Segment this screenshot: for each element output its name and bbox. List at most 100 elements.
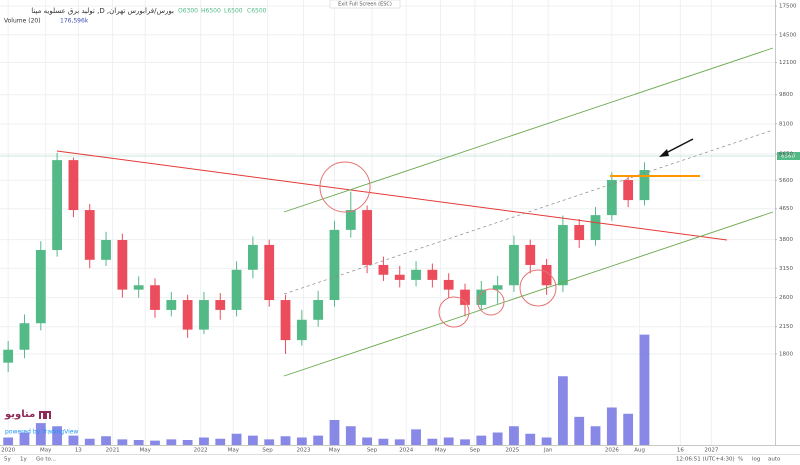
volume-layer: [3, 334, 650, 445]
x-tick-label: 13: [75, 448, 82, 454]
x-tick-label: 2026: [605, 448, 619, 454]
volume-bar: [411, 429, 421, 445]
candle-body: [639, 170, 650, 201]
arrow[interactable]: [663, 138, 694, 155]
auto-toggle[interactable]: auto: [768, 457, 781, 463]
candle-body: [68, 160, 79, 211]
circle-mark[interactable]: [319, 161, 371, 213]
candle-body: [443, 279, 454, 290]
x-tick-label: Sep: [367, 448, 378, 454]
candle-body: [101, 240, 111, 260]
volume-bar: [264, 439, 275, 445]
candle-body: [215, 300, 226, 310]
x-tick-label: May: [435, 448, 447, 454]
candle-body: [84, 210, 95, 260]
volume-bar: [362, 437, 372, 445]
candle-body: [345, 210, 356, 230]
y-tick-label: 3800: [779, 237, 793, 243]
volume-bar: [509, 426, 519, 445]
volume-bar: [427, 438, 438, 445]
logo: متاویو: [4, 409, 35, 420]
candle-body: [394, 274, 405, 280]
y-tick-label: 3150: [779, 266, 793, 272]
x-tick-label: May: [140, 448, 152, 454]
volume-bar: [101, 436, 111, 445]
volume-bar: [52, 426, 62, 445]
volume-bar: [166, 439, 177, 445]
candle-body: [199, 300, 209, 330]
candle-body: [150, 285, 160, 310]
y-tick-label: 6650: [779, 152, 793, 158]
exit-label[interactable]: Exit Full Screen (ESC): [338, 2, 392, 8]
x-tick-label: Sep: [262, 448, 273, 454]
volume-bar: [606, 407, 617, 445]
exit-button[interactable]: [329, 0, 401, 9]
volume-title: Volume (20): [4, 18, 41, 25]
y-tick-label: 8100: [779, 121, 793, 127]
volume-bar: [280, 436, 291, 445]
candle-body: [509, 244, 519, 286]
candle-body: [525, 244, 536, 265]
volume-bar: [574, 416, 585, 445]
volume-bar: [248, 435, 258, 445]
candle-body: [476, 289, 487, 305]
percent-toggle[interactable]: %: [738, 457, 743, 463]
y-tick-label: 9800: [779, 92, 793, 98]
volume-bar: [215, 438, 226, 445]
trend-line[interactable]: [56, 150, 728, 241]
x-tick-label: 2021: [106, 448, 120, 454]
price-tag: 6560: [781, 154, 795, 160]
volume-bar: [639, 334, 650, 445]
candle-body: [606, 180, 617, 216]
price-tag-box: [777, 152, 800, 160]
volume-bar: [199, 437, 209, 445]
candle-body: [541, 264, 552, 286]
x-tick-label: 2023: [296, 448, 310, 454]
circle-mark[interactable]: [438, 296, 470, 328]
volume-bar: [182, 440, 193, 445]
range-button[interactable]: 5y: [4, 457, 11, 463]
log-toggle[interactable]: log: [752, 457, 760, 463]
volume-bar: [296, 437, 307, 445]
volume-bar: [84, 438, 95, 445]
clock: 12:06:51 (UTC+4:30): [676, 457, 735, 463]
x-tick-label: Aug: [634, 448, 645, 454]
volume-bar: [231, 433, 242, 445]
candle-layer: [3, 152, 650, 372]
candle-body: [3, 349, 14, 363]
circle-mark[interactable]: [519, 269, 557, 307]
volume-bar: [35, 423, 46, 445]
volume-bar: [460, 439, 470, 445]
channel-middle[interactable]: [283, 129, 774, 295]
y-tick-label: 14500: [779, 32, 797, 38]
range-button[interactable]: 1y: [20, 457, 27, 463]
volume-bar: [590, 426, 601, 445]
circle-mark[interactable]: [477, 288, 505, 316]
ohlc-low: L6500: [224, 8, 243, 15]
candle-body: [52, 160, 62, 251]
candle-body: [248, 244, 258, 270]
volume-bar: [378, 438, 389, 445]
x-tick-label: 2027: [704, 448, 718, 454]
x-tick-label: 2020: [1, 448, 15, 454]
symbol-title: بورس/فرابورس تهران, D, تولید برق عسلویه …: [31, 7, 174, 15]
volume-bar: [68, 435, 79, 445]
volume-bar: [150, 440, 160, 445]
candle-body: [558, 225, 568, 286]
x-tick-label: 2025: [505, 448, 519, 454]
candle-body: [231, 269, 242, 310]
candle-body: [329, 229, 340, 301]
goto-button[interactable]: Go to...: [36, 457, 56, 463]
candle-body: [362, 210, 372, 265]
ohlc-open: O6300: [178, 8, 198, 15]
volume-bar: [443, 437, 454, 445]
channel-lower[interactable]: [283, 211, 774, 377]
candle-body: [590, 215, 601, 241]
volume-bar: [133, 440, 144, 445]
channel-upper[interactable]: [283, 47, 774, 213]
volume-bar: [329, 420, 340, 445]
candle-body: [427, 269, 438, 280]
candle-body: [117, 240, 128, 290]
